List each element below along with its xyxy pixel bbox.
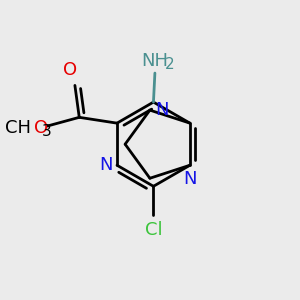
Text: NH: NH — [141, 52, 168, 70]
Text: 3: 3 — [42, 124, 52, 139]
Text: N: N — [99, 156, 112, 174]
Text: Cl: Cl — [145, 221, 162, 239]
Text: N: N — [155, 101, 169, 119]
Text: 2: 2 — [165, 57, 175, 72]
Text: CH: CH — [5, 118, 31, 136]
Text: O: O — [63, 61, 77, 79]
Text: N: N — [183, 170, 197, 188]
Text: O: O — [34, 118, 48, 136]
